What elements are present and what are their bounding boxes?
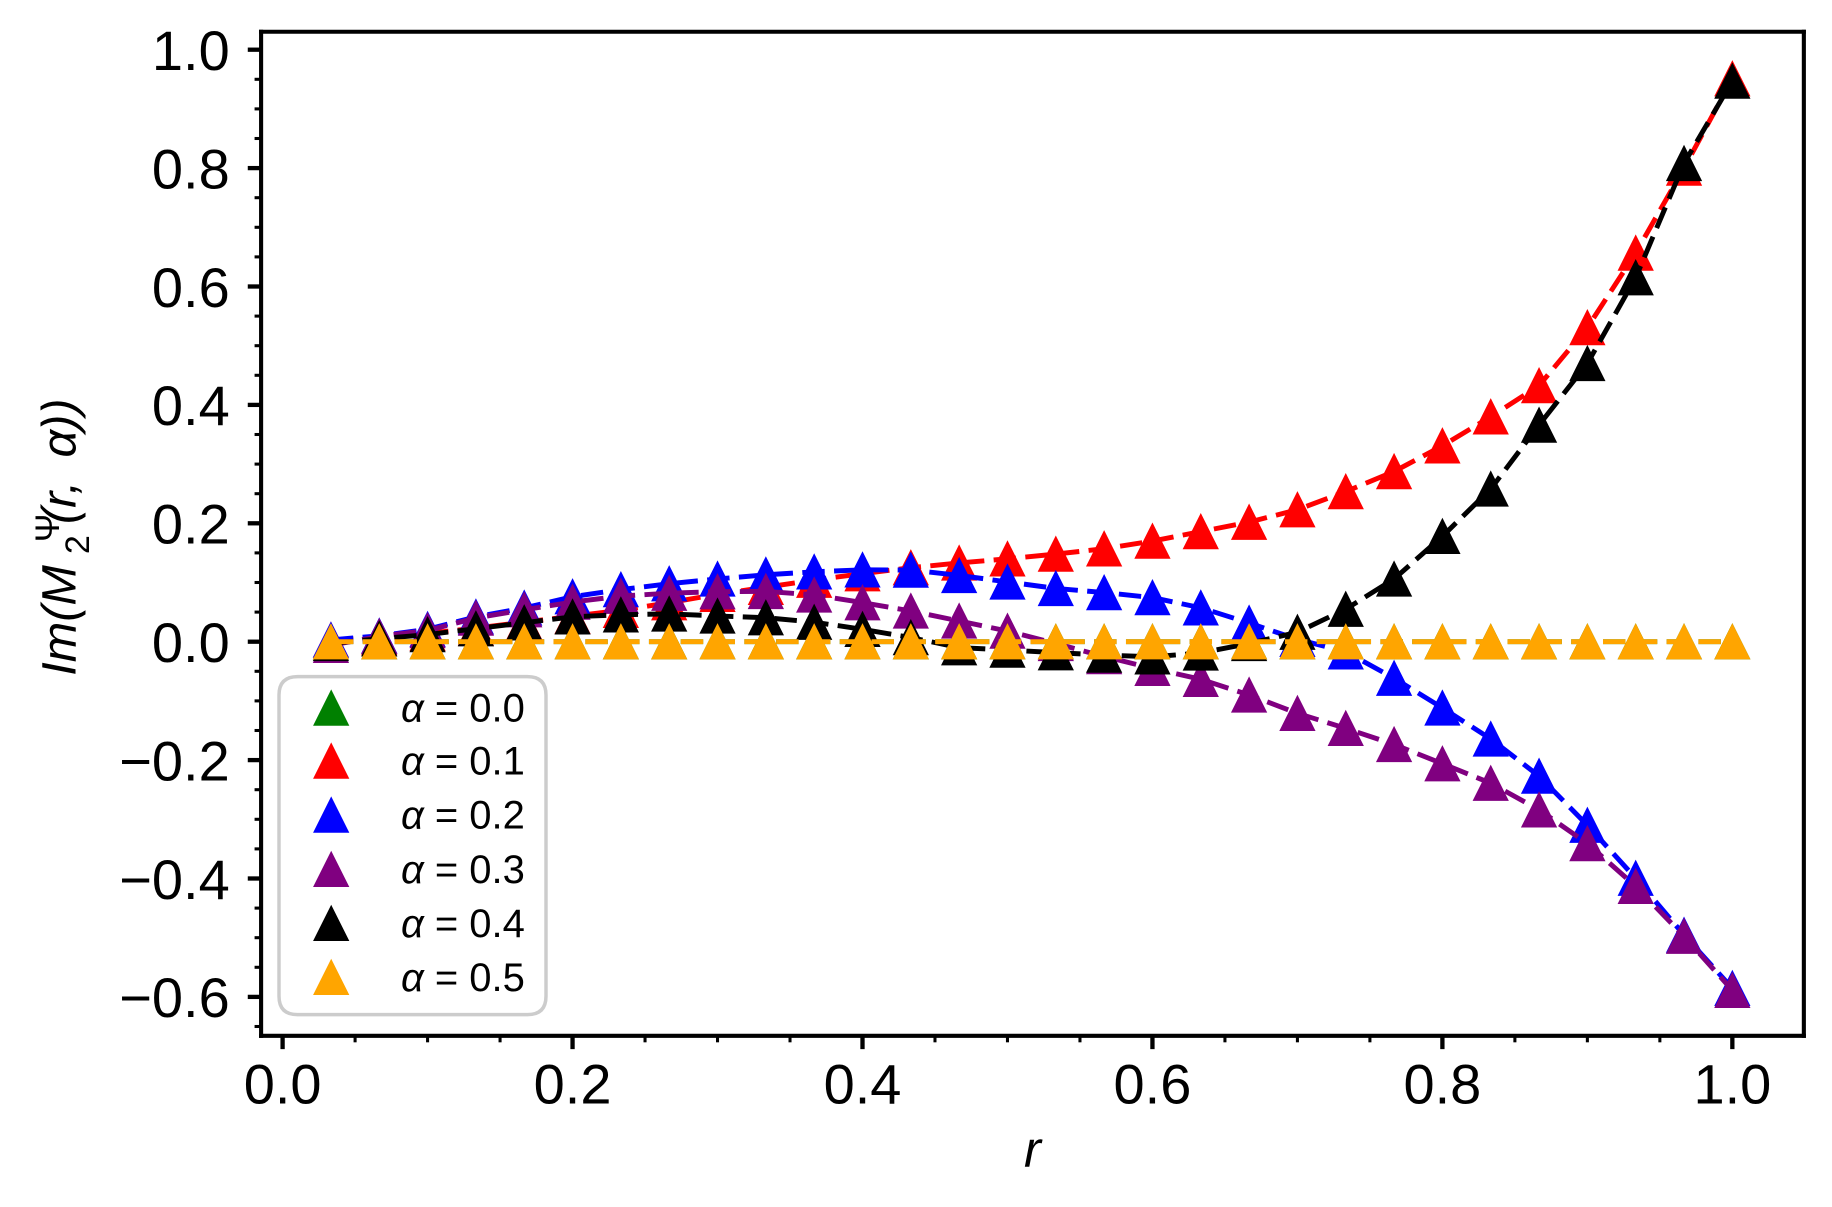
svg-text:0.8: 0.8 [1403,1052,1481,1115]
svg-text:0.6: 0.6 [1114,1052,1192,1115]
svg-text:α: α [33,429,87,458]
svg-text:2: 2 [59,535,97,554]
svg-text:0.8: 0.8 [152,137,230,200]
svg-text:0.6: 0.6 [152,256,230,319]
svg-text:r: r [1024,1121,1043,1178]
svg-text:0.4: 0.4 [152,374,230,437]
svg-text:α =: α = 0 . 2 [401,793,525,837]
svg-text:−0.6: −0.6 [119,966,230,1029]
svg-text:1.0: 1.0 [152,19,230,82]
svg-text:)): )) [33,398,87,435]
svg-text:−0.2: −0.2 [119,729,230,792]
svg-text:0.4: 0.4 [824,1052,902,1115]
svg-text:α =: α = 0 . 1 [401,739,525,783]
svg-text:0.2: 0.2 [152,493,230,556]
svg-text:α =: α = 0 . 0 [401,686,525,730]
svg-text:Im(M: Im(M [33,565,87,676]
svg-text:1.0: 1.0 [1693,1052,1771,1115]
svg-text:0.0: 0.0 [244,1052,322,1115]
svg-text:Ψ: Ψ [29,514,67,542]
svg-text:α =: α = 0 . 3 [401,848,525,892]
svg-text:−0.4: −0.4 [119,848,230,911]
svg-text:α =: α = 0 . 5 [401,956,525,1000]
svg-text:0.2: 0.2 [534,1052,612,1115]
svg-text:(r,: (r, [33,481,87,524]
svg-text:α =: α = 0 . 4 [401,902,525,946]
svg-text:0.0: 0.0 [152,611,230,674]
